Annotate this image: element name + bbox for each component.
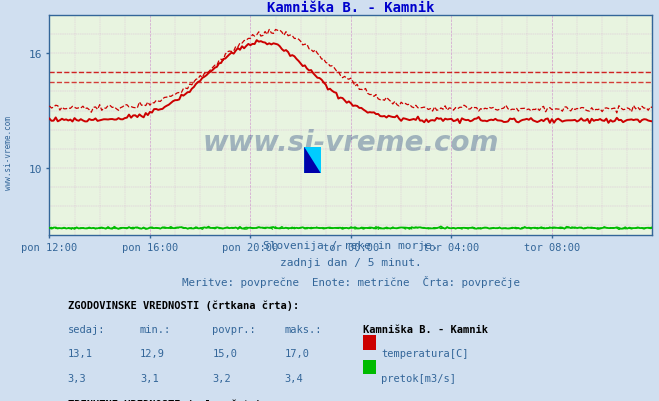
Bar bbox=[363, 360, 376, 374]
Text: povpr.:: povpr.: bbox=[212, 324, 256, 334]
Text: www.si-vreme.com: www.si-vreme.com bbox=[203, 129, 499, 157]
Text: 15,0: 15,0 bbox=[212, 348, 237, 358]
Text: 12,9: 12,9 bbox=[140, 348, 165, 358]
Text: www.si-vreme.com: www.si-vreme.com bbox=[4, 115, 13, 189]
Text: TRENUTNE VREDNOSTI (polna črta):: TRENUTNE VREDNOSTI (polna črta): bbox=[67, 399, 268, 401]
Text: 3,2: 3,2 bbox=[212, 373, 231, 383]
Title: Kamniška B. - Kamnik: Kamniška B. - Kamnik bbox=[267, 1, 435, 15]
Text: 3,1: 3,1 bbox=[140, 373, 159, 383]
Text: 3,4: 3,4 bbox=[285, 373, 303, 383]
Text: Meritve: povprečne  Enote: metrične  Črta: povprečje: Meritve: povprečne Enote: metrične Črta:… bbox=[182, 275, 520, 288]
Bar bbox=[363, 336, 376, 350]
Text: Kamniška B. - Kamnik: Kamniška B. - Kamnik bbox=[363, 324, 488, 334]
Text: Slovenija / reke in morje.: Slovenija / reke in morje. bbox=[263, 240, 439, 250]
Text: ZGODOVINSKE VREDNOSTI (črtkana črta):: ZGODOVINSKE VREDNOSTI (črtkana črta): bbox=[67, 300, 299, 310]
Text: 13,1: 13,1 bbox=[67, 348, 92, 358]
Text: min.:: min.: bbox=[140, 324, 171, 334]
Text: temperatura[C]: temperatura[C] bbox=[381, 348, 469, 358]
Text: 3,3: 3,3 bbox=[67, 373, 86, 383]
Text: sedaj:: sedaj: bbox=[67, 324, 105, 334]
Text: maks.:: maks.: bbox=[285, 324, 322, 334]
Text: zadnji dan / 5 minut.: zadnji dan / 5 minut. bbox=[280, 258, 422, 268]
Text: 17,0: 17,0 bbox=[285, 348, 310, 358]
Text: pretok[m3/s]: pretok[m3/s] bbox=[381, 373, 456, 383]
